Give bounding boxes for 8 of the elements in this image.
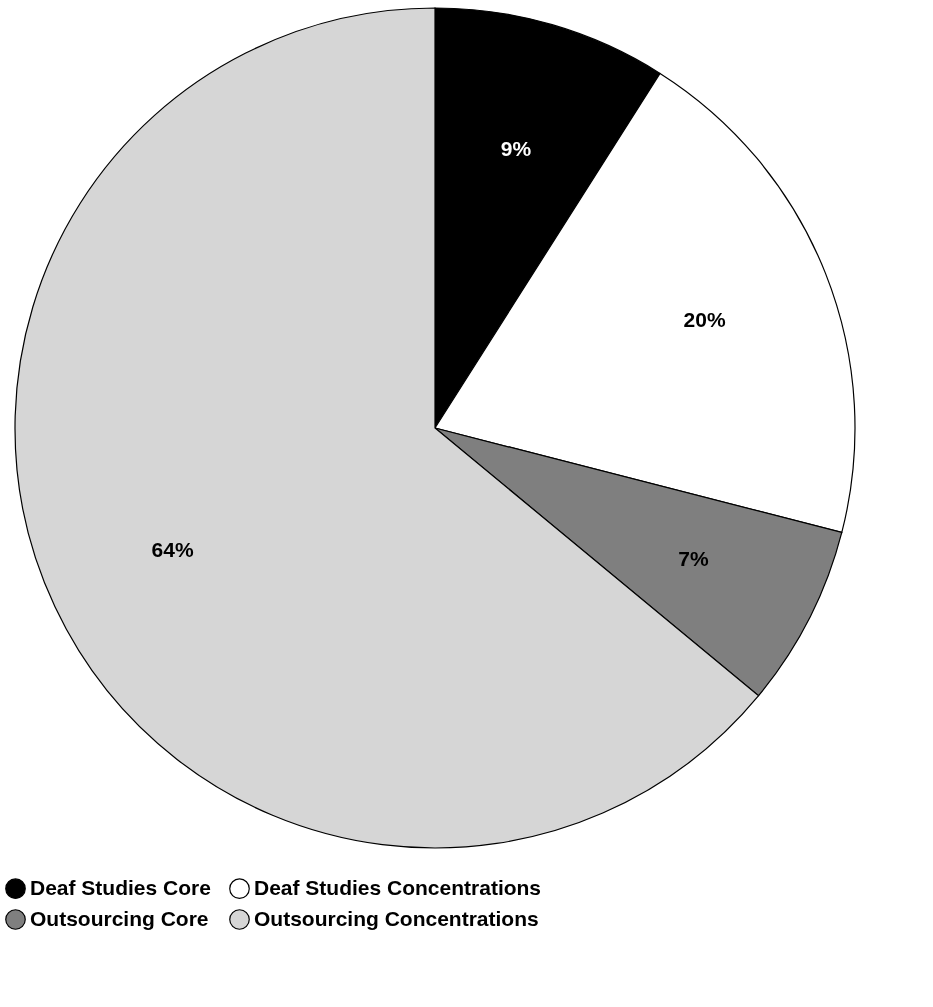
legend-label: Deaf Studies Core: [30, 875, 211, 899]
data-label: 7%: [678, 546, 709, 570]
legend-label: Deaf Studies Concentrations: [254, 875, 542, 899]
data-label: 64%: [151, 538, 194, 562]
legend-label: Outsourcing Concentrations: [254, 906, 539, 930]
data-label: 20%: [683, 308, 726, 332]
legend-label: Outsourcing Core: [30, 906, 209, 930]
data-label: 9%: [500, 136, 532, 160]
